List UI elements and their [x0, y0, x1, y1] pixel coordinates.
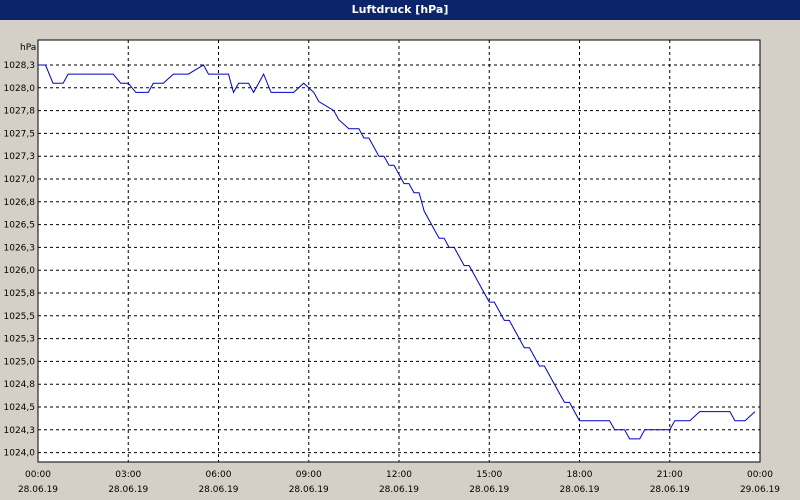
grid — [38, 40, 760, 462]
y-tick-label: 1024,0 — [4, 449, 36, 459]
x-tick-time: 06:00 — [206, 470, 232, 480]
y-tick-label: 1027,5 — [4, 129, 36, 139]
y-tick-label: 1024,8 — [4, 380, 36, 390]
y-tick-label: 1027,0 — [4, 175, 36, 185]
x-axis: 00:00 28.06.19 03:00 28.06.19 06:00 28.06.19 0… — [18, 470, 780, 495]
pressure-chart: 1028,3 1028,0 1027,8 1027,5 1027,3 1027,0 1026… — [4, 39, 780, 495]
y-tick-label: 1025,3 — [4, 335, 36, 345]
x-tick-date: 28.06.19 — [198, 485, 238, 495]
x-tick-time: 09:00 — [296, 470, 322, 480]
x-tick-date: 29.06.19 — [740, 485, 780, 495]
x-tick-time: 00:00 — [25, 470, 51, 480]
x-tick-date: 28.06.19 — [559, 485, 599, 495]
y-tick-label: 1026,3 — [4, 243, 36, 253]
y-axis: 1028,3 1028,0 1027,8 1027,5 1027,3 1027,0 1026… — [4, 61, 36, 459]
y-tick-label: 1026,8 — [4, 198, 36, 208]
x-tick-time: 00:00 — [747, 470, 773, 480]
pressure-series-line — [38, 64, 756, 440]
window-title: Luftdruck [hPa] — [0, 0, 800, 20]
x-tick-time: 12:00 — [386, 470, 412, 480]
x-tick-time: 03:00 — [115, 470, 141, 480]
y-axis-label: hPa — [20, 43, 36, 53]
y-tick-label: 1025,8 — [4, 289, 36, 299]
x-tick-time: 15:00 — [476, 470, 502, 480]
y-tick-label: 1024,5 — [4, 403, 36, 413]
x-tick-date: 28.06.19 — [289, 485, 329, 495]
x-tick-date: 28.06.19 — [469, 485, 509, 495]
y-tick-label: 1028,0 — [4, 84, 36, 94]
y-tick-label: 1026,0 — [4, 266, 36, 276]
y-tick-label: 1027,3 — [4, 152, 36, 162]
y-tick-label: 1025,5 — [4, 312, 36, 322]
x-tick-date: 28.06.19 — [18, 485, 58, 495]
x-tick-date: 28.06.19 — [650, 485, 690, 495]
y-tick-label: 1025,0 — [4, 357, 36, 367]
x-tick-date: 28.06.19 — [379, 485, 419, 495]
x-tick-time: 18:00 — [567, 470, 593, 480]
y-tick-label: 1024,3 — [4, 426, 36, 436]
y-tick-label: 1026,5 — [4, 221, 36, 231]
x-tick-date: 28.06.19 — [108, 485, 148, 495]
y-tick-label: 1028,3 — [4, 61, 36, 71]
y-tick-label: 1027,8 — [4, 107, 36, 117]
x-tick-time: 21:00 — [657, 470, 683, 480]
